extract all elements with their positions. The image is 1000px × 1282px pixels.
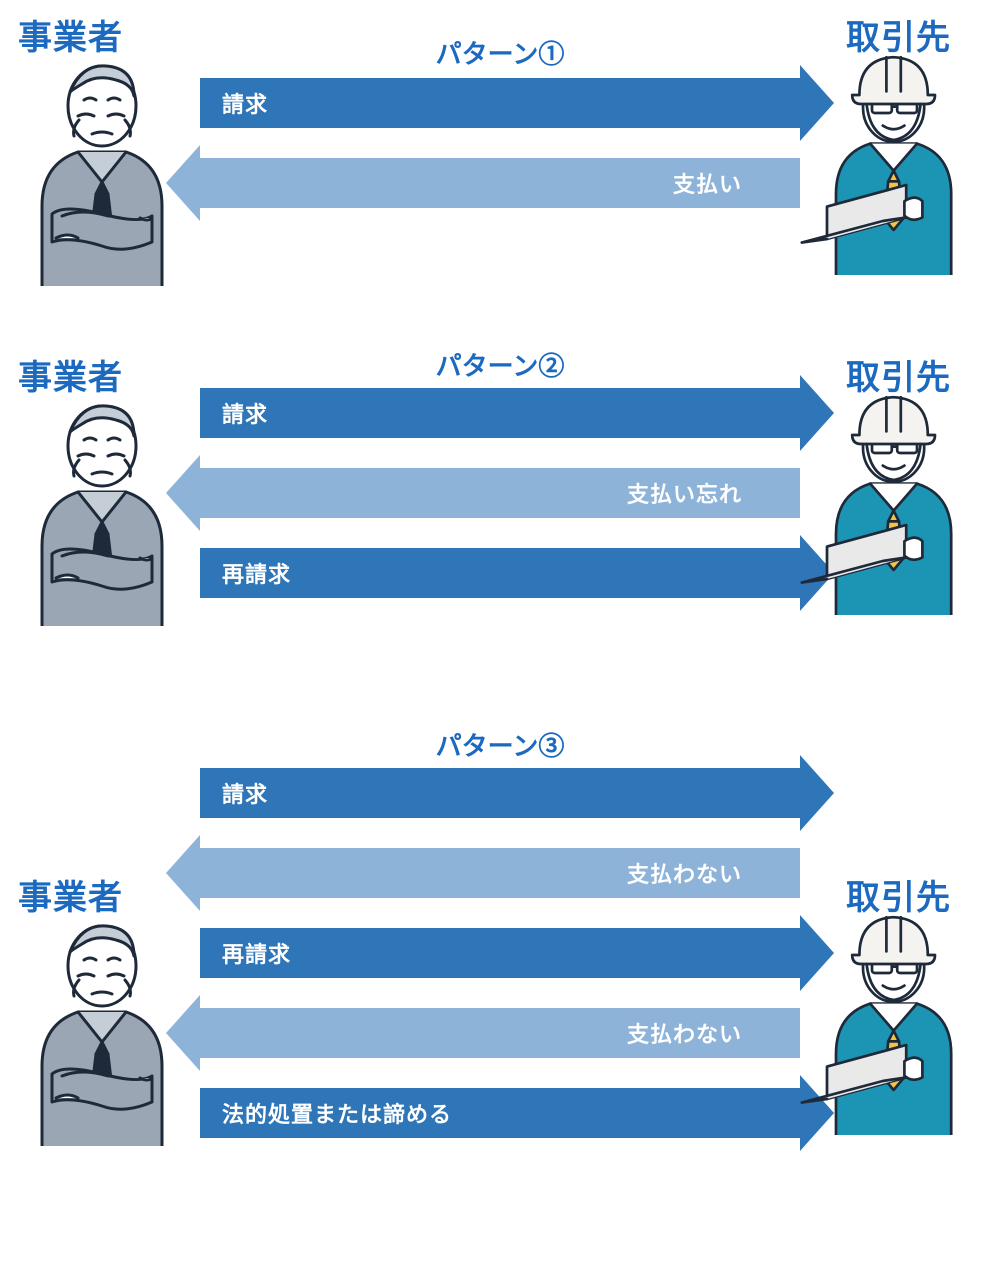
worker-icon [800,910,980,1135]
arrow-left: 支払い [200,158,800,208]
arrow-left: 支払い忘れ [200,468,800,518]
arrow-right: 再請求 [200,548,800,598]
arrow-label: 再請求 [222,548,291,598]
worker-icon [800,390,980,615]
arrow-head-icon [800,755,834,831]
arrow-label: 請求 [222,768,268,818]
arrow-label: 再請求 [222,928,291,978]
role-title-left: 事業者 [18,350,123,399]
role-title-left: 事業者 [18,870,123,919]
worker-icon [800,50,980,275]
arrow-shaft [200,768,800,818]
businessman-icon [12,396,192,626]
arrow-shaft [200,388,800,438]
arrow-right: 法的処置または諦める [200,1088,800,1138]
arrow-right: 請求 [200,78,800,128]
arrow-label: 支払い忘れ [627,468,742,518]
arrow-label: 支払わない [627,1008,742,1058]
arrow-right: 請求 [200,768,800,818]
arrow-label: 法的処置または諦める [222,1088,452,1138]
arrow-label: 支払わない [627,848,742,898]
arrow-shaft [200,78,800,128]
arrow-left: 支払わない [200,848,800,898]
arrow-left: 支払わない [200,1008,800,1058]
arrow-label: 支払い [673,158,742,208]
pattern-title: パターン③ [0,726,1000,763]
arrow-head-icon [166,835,200,911]
arrow-label: 請求 [222,388,268,438]
businessman-icon [12,56,192,286]
role-title-left: 事業者 [18,10,123,59]
arrow-label: 請求 [222,78,268,128]
businessman-icon [12,916,192,1146]
arrow-right: 再請求 [200,928,800,978]
arrow-right: 請求 [200,388,800,438]
